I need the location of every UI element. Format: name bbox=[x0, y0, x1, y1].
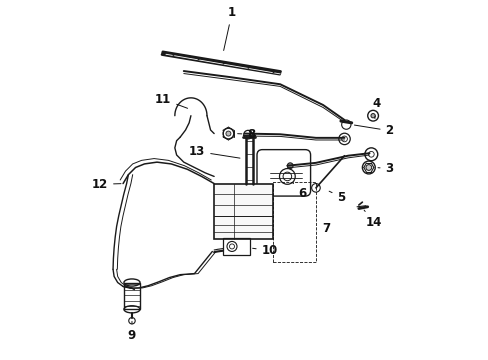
Circle shape bbox=[370, 113, 374, 118]
Text: 1: 1 bbox=[223, 6, 236, 50]
Bar bbox=[223, 238, 249, 255]
Circle shape bbox=[225, 131, 230, 136]
Text: 8: 8 bbox=[237, 128, 255, 141]
Circle shape bbox=[365, 165, 371, 170]
Circle shape bbox=[287, 163, 292, 168]
Text: 2: 2 bbox=[354, 124, 393, 137]
Text: 11: 11 bbox=[155, 93, 187, 108]
Text: 10: 10 bbox=[252, 244, 277, 257]
Bar bbox=[272, 182, 315, 262]
Bar bbox=[214, 184, 272, 239]
Text: 7: 7 bbox=[322, 222, 330, 235]
Text: 14: 14 bbox=[364, 210, 382, 229]
Bar bbox=[123, 283, 140, 309]
Text: 5: 5 bbox=[328, 191, 345, 204]
Text: 6: 6 bbox=[292, 183, 305, 200]
Text: 4: 4 bbox=[372, 97, 380, 118]
Text: 12: 12 bbox=[92, 178, 121, 191]
Text: 3: 3 bbox=[377, 162, 393, 175]
Text: 13: 13 bbox=[188, 145, 240, 158]
Text: 9: 9 bbox=[127, 321, 136, 342]
